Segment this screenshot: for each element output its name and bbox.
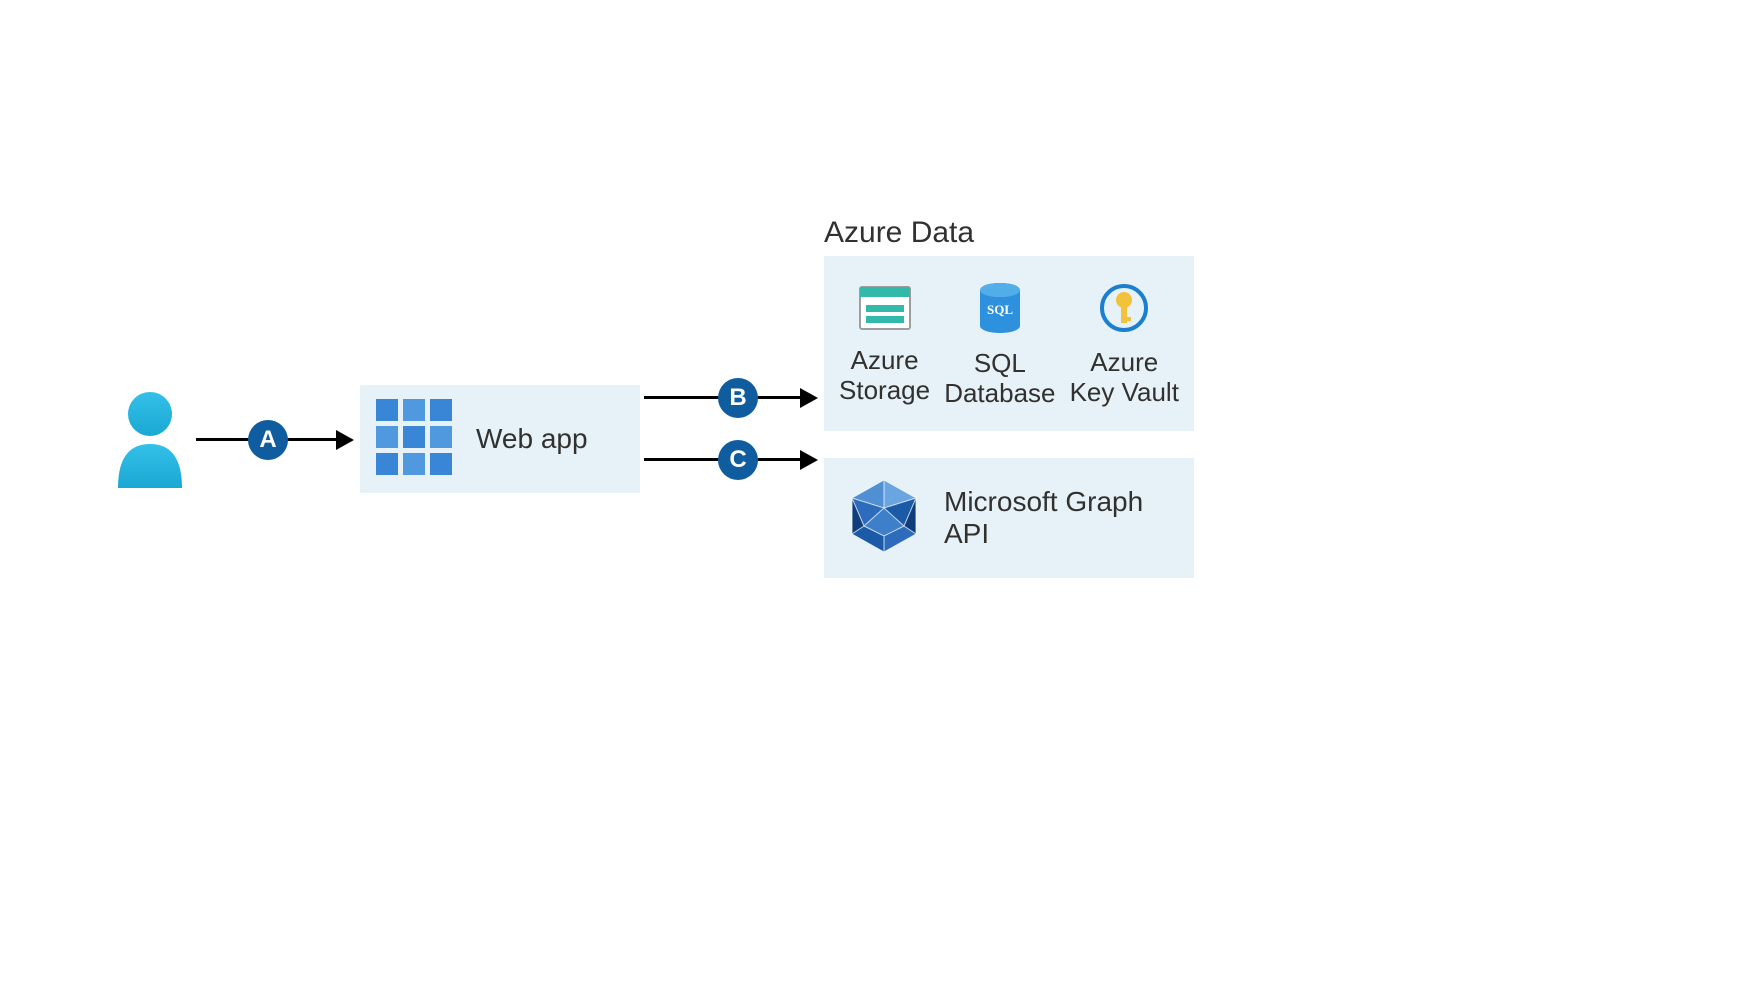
badge-c-letter: C bbox=[729, 446, 746, 474]
azure-data-title: Azure Data bbox=[824, 216, 974, 250]
graph-api-box: Microsoft Graph API bbox=[824, 458, 1194, 578]
keyvault-label-1: Azure bbox=[1090, 347, 1158, 377]
graph-api-icon bbox=[846, 476, 922, 561]
webapp-label: Web app bbox=[476, 423, 588, 455]
storage-icon bbox=[858, 285, 912, 336]
sql-icon: SQL bbox=[978, 282, 1022, 339]
webapp-grid-icon bbox=[374, 397, 454, 482]
badge-a-letter: A bbox=[259, 426, 276, 454]
svg-text:SQL: SQL bbox=[987, 302, 1013, 317]
azure-data-box: Azure Storage SQL SQL Database bbox=[824, 256, 1194, 431]
key-vault-item: Azure Key Vault bbox=[1070, 283, 1179, 408]
sql-database-item: SQL SQL Database bbox=[944, 282, 1055, 409]
sql-label-2: Database bbox=[944, 378, 1055, 408]
sql-label-1: SQL bbox=[974, 348, 1026, 378]
keyvault-label-2: Key Vault bbox=[1070, 377, 1179, 407]
storage-label-1: Azure bbox=[851, 345, 919, 375]
arrow-c-head bbox=[800, 450, 818, 470]
badge-b-letter: B bbox=[729, 384, 746, 412]
keyvault-icon bbox=[1099, 283, 1149, 338]
arrow-b-head bbox=[800, 388, 818, 408]
storage-label-2: Storage bbox=[839, 375, 930, 405]
azure-storage-item: Azure Storage bbox=[839, 285, 930, 406]
badge-c: C bbox=[718, 440, 758, 480]
badge-b: B bbox=[718, 378, 758, 418]
badge-a: A bbox=[248, 420, 288, 460]
webapp-box: Web app bbox=[360, 385, 640, 493]
user-icon bbox=[110, 388, 190, 493]
graph-api-label: Microsoft Graph API bbox=[944, 486, 1194, 550]
arrow-a-head bbox=[336, 430, 354, 450]
